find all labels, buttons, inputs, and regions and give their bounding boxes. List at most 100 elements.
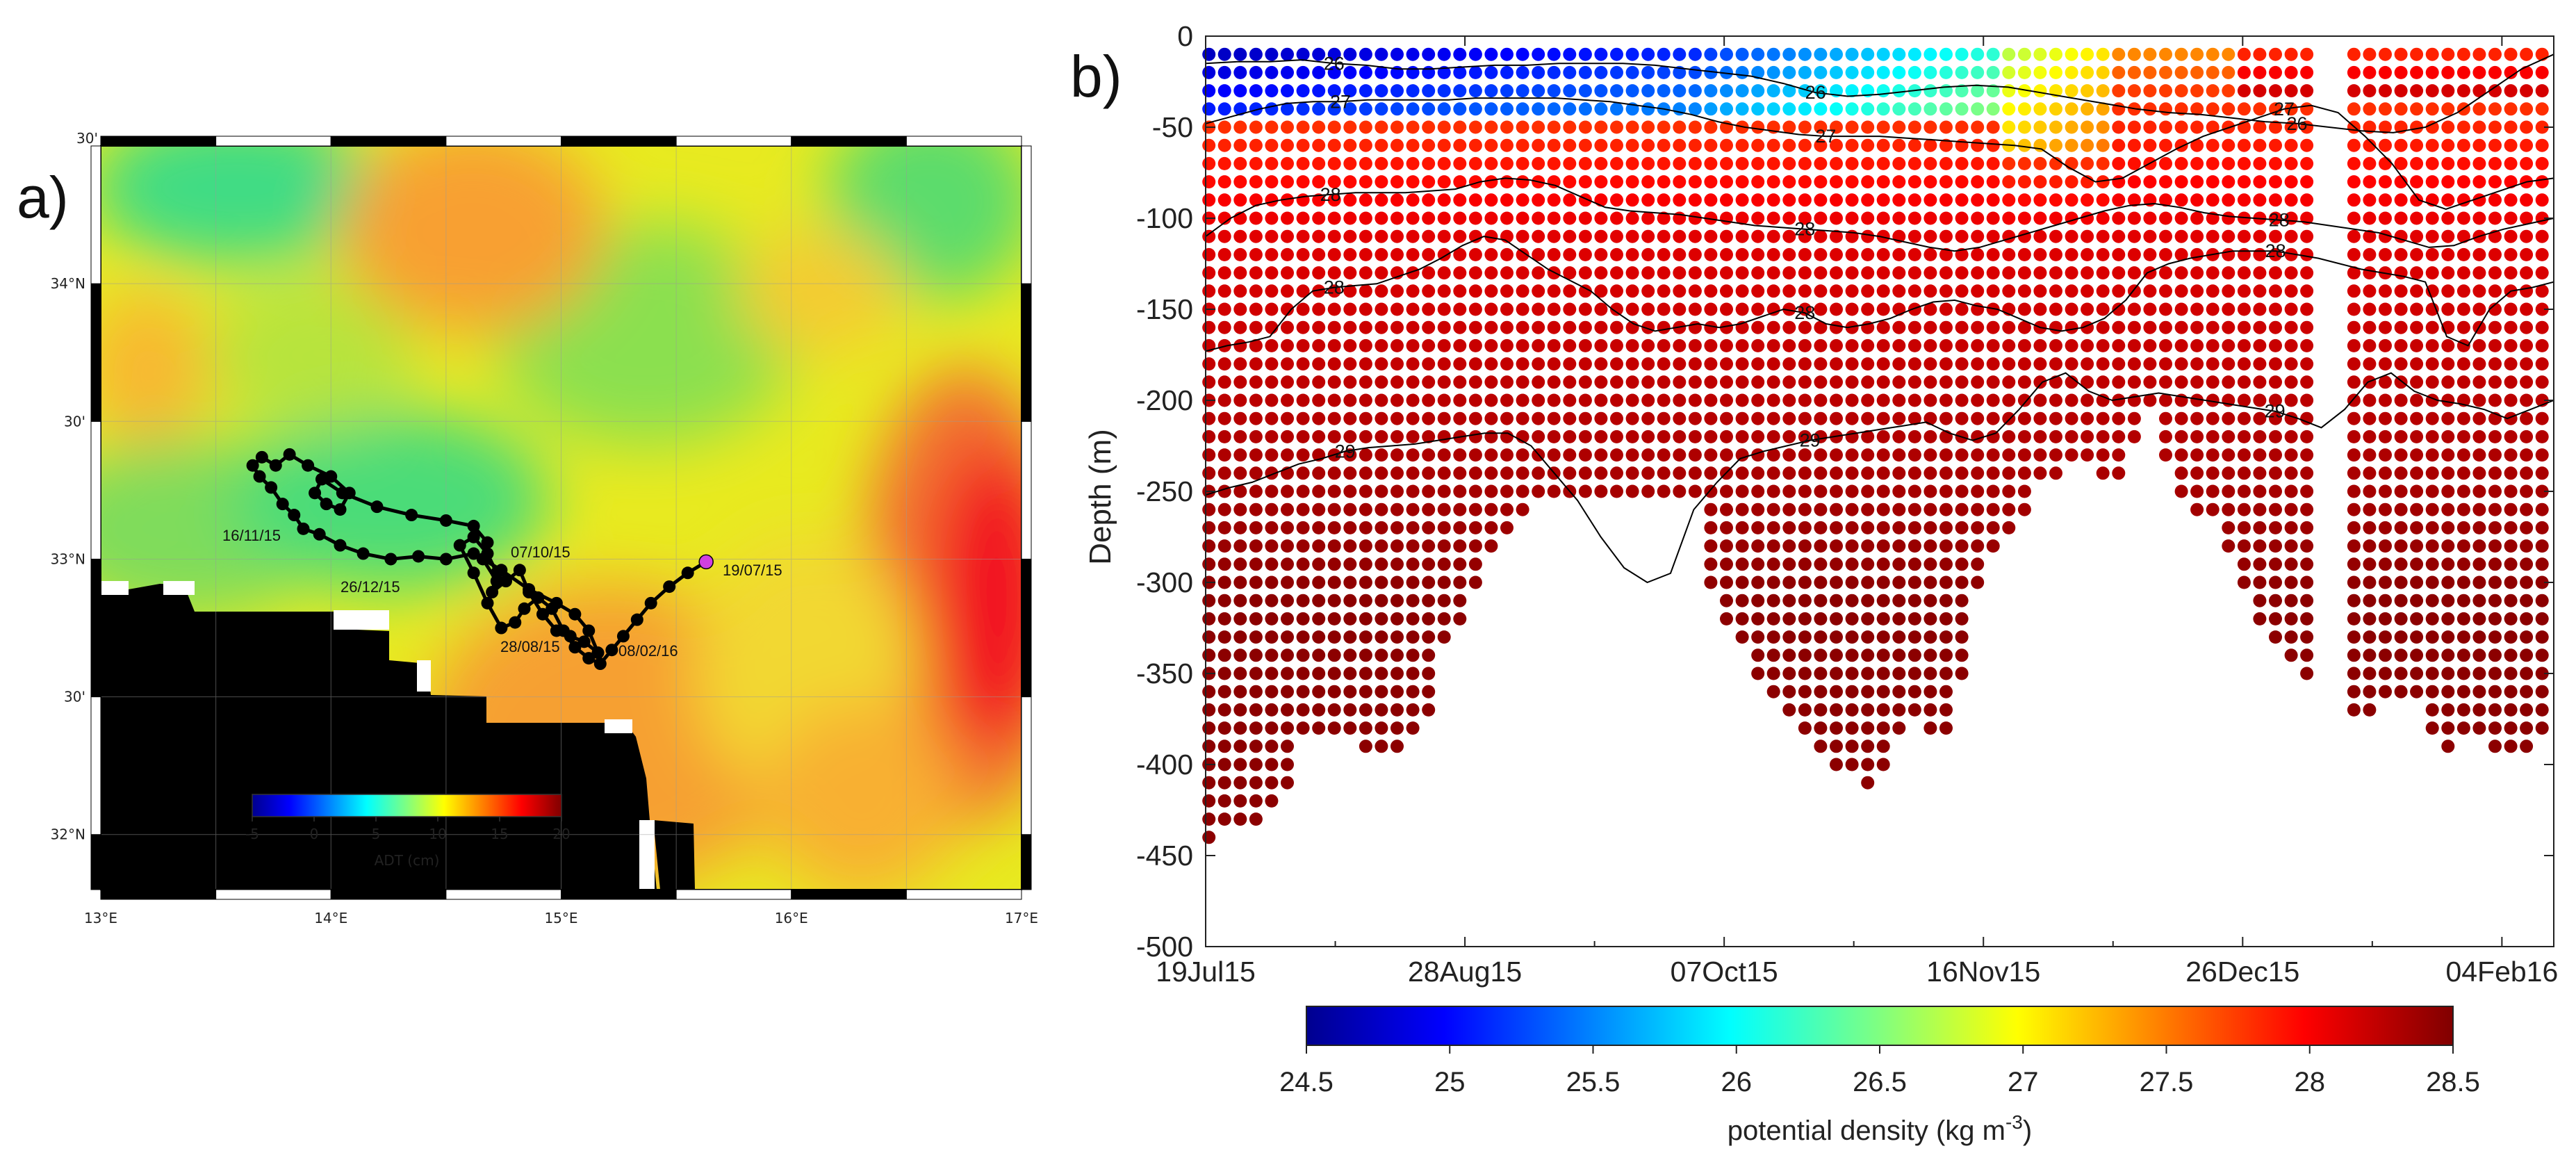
density-sample-point [2379, 648, 2392, 662]
density-sample-point [1217, 521, 1231, 534]
density-sample-point [1814, 721, 1828, 735]
density-sample-point [2300, 229, 2314, 243]
density-sample-point [2441, 703, 2455, 717]
density-sample-point [1484, 266, 1498, 280]
density-sample-point [1830, 247, 1843, 261]
density-sample-point [1249, 430, 1263, 443]
density-sample-point [1500, 247, 1513, 261]
track-point [536, 607, 549, 621]
density-sample-point [1657, 357, 1671, 371]
density-sample-point [1814, 284, 1828, 298]
density-sample-point [1202, 721, 1216, 735]
density-sample-point [1845, 320, 1859, 334]
density-sample-point [2347, 65, 2361, 79]
density-sample-point [2488, 47, 2502, 61]
contour-line-28 [1205, 236, 2554, 352]
density-sample-point [1249, 84, 1263, 98]
density-sample-point [1971, 193, 1985, 207]
density-sample-point [2488, 521, 2502, 534]
density-sample-point [2520, 357, 2534, 371]
density-sample-point [1641, 393, 1655, 407]
density-sample-point [1422, 302, 1436, 316]
density-sample-point [1704, 502, 1718, 516]
density-sample-point [1233, 739, 1247, 753]
density-sample-point [1939, 539, 1953, 553]
density-sample-point [2379, 594, 2392, 607]
density-sample-point [1516, 284, 1529, 298]
density-sample-point [1359, 466, 1372, 480]
density-sample-point [1281, 575, 1294, 589]
density-sample-point [2253, 229, 2267, 243]
density-sample-point [1986, 375, 2000, 389]
density-sample-point [2002, 47, 2016, 61]
density-sample-point [1265, 175, 1279, 189]
density-sample-point [1625, 156, 1639, 170]
density-sample-point [1532, 320, 1545, 334]
density-sample-point [1830, 320, 1843, 334]
track-point [412, 550, 425, 563]
density-sample-point [2394, 320, 2408, 334]
density-sample-point [1766, 448, 1780, 462]
density-sample-point [1814, 430, 1828, 443]
density-sample-point [1939, 557, 1953, 571]
density-sample-point [1578, 430, 1592, 443]
density-sample-point [2520, 466, 2534, 480]
density-sample-point [1923, 138, 1937, 152]
density-sample-point [1312, 375, 1326, 389]
density-sample-point [1673, 284, 1687, 298]
density-sample-point [1453, 320, 1467, 334]
density-sample-point [1422, 575, 1436, 589]
density-sample-point [1720, 47, 1733, 61]
density-sample-point [2096, 266, 2110, 280]
density-sample-point [2174, 375, 2188, 389]
density-sample-point [1751, 302, 1765, 316]
density-sample-point [1782, 612, 1796, 626]
density-sample-point [1532, 375, 1545, 389]
density-sample-point [1422, 703, 1436, 717]
density-sample-point [1594, 357, 1608, 371]
density-sample-point [1406, 211, 1420, 225]
density-sample-point [1798, 47, 1812, 61]
density-sample-point [1704, 375, 1718, 389]
density-sample-point [1312, 484, 1326, 498]
density-sample-point [1892, 375, 1906, 389]
density-sample-point [1814, 739, 1828, 753]
density-sample-point [1390, 466, 1404, 480]
density-sample-point [1406, 193, 1420, 207]
density-sample-point [1281, 193, 1294, 207]
density-sample-point [1359, 484, 1372, 498]
density-sample-point [1202, 612, 1216, 626]
density-sample-point [1892, 84, 1906, 98]
density-sample-point [2347, 375, 2361, 389]
density-sample-point [1406, 430, 1420, 443]
density-sample-point [1610, 338, 1623, 352]
density-sample-point [1751, 229, 1765, 243]
density-sample-point [1468, 47, 1482, 61]
density-sample-point [1845, 65, 1859, 79]
density-sample-point [1453, 484, 1467, 498]
density-sample-point [2425, 685, 2439, 698]
density-sample-point [2488, 575, 2502, 589]
density-sample-point [1422, 411, 1436, 425]
density-sample-point [2535, 521, 2549, 534]
density-sample-point [1547, 120, 1561, 134]
track-point [495, 564, 508, 577]
density-sample-point [1202, 703, 1216, 717]
density-sample-point [2347, 484, 2361, 498]
density-sample-point [1892, 667, 1906, 680]
density-sample-point [2535, 648, 2549, 662]
density-sample-point [1375, 211, 1388, 225]
density-sample-point [2237, 521, 2251, 534]
density-sample-point [1437, 502, 1451, 516]
density-sample-point [1453, 357, 1467, 371]
density-sample-point [1986, 302, 2000, 316]
density-sample-point [2379, 338, 2392, 352]
density-sample-point [2363, 630, 2377, 644]
track-point [313, 528, 326, 541]
density-sample-point [1751, 247, 1765, 261]
density-sample-point [1281, 648, 1294, 662]
density-sample-point [1296, 65, 1310, 79]
density-sample-point [1296, 539, 1310, 553]
density-sample-point [1594, 175, 1608, 189]
density-sample-point [1657, 430, 1671, 443]
